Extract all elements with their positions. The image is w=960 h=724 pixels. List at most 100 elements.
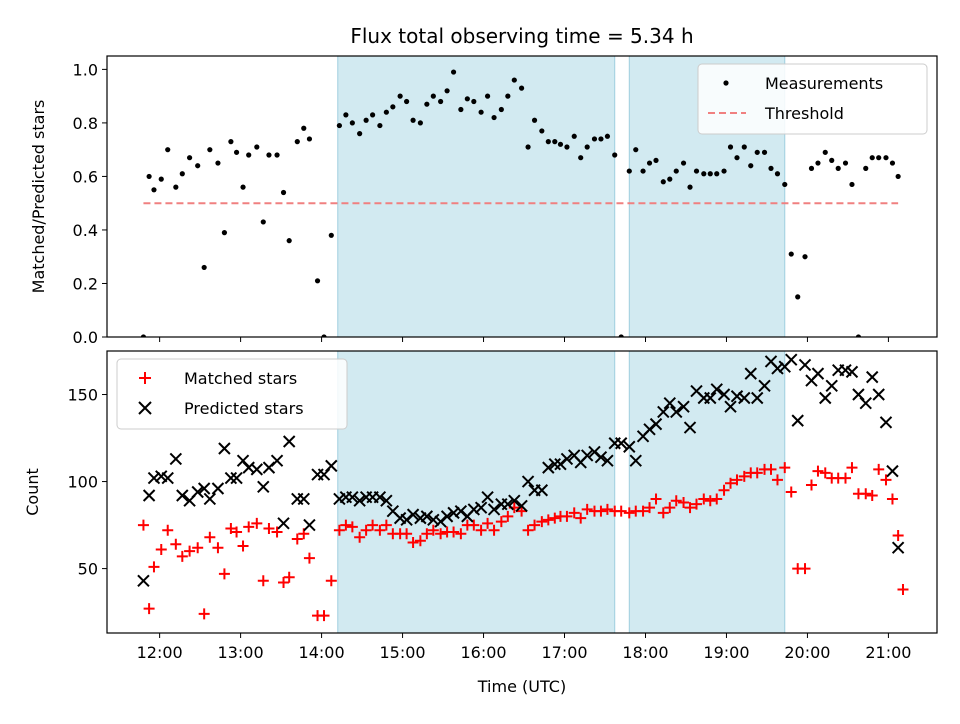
predicted-stars-point — [211, 482, 225, 495]
predicted-stars-point — [710, 383, 723, 396]
matched-stars-point — [225, 523, 237, 535]
matched-stars-point — [278, 577, 290, 589]
predicted-stars-point — [487, 503, 501, 516]
predicted-stars-point — [447, 506, 460, 520]
measurement-point — [552, 139, 558, 145]
measurement-point — [876, 155, 882, 161]
measurement-point — [165, 147, 171, 153]
matched-stars-point — [421, 528, 433, 540]
measurement-point — [140, 334, 147, 337]
matched-stars-point — [204, 531, 216, 543]
matched-stars-point — [886, 493, 898, 505]
measurement-point — [228, 139, 234, 145]
predicted-stars-point — [303, 518, 316, 532]
measurement-point — [266, 152, 272, 158]
matched-stars-point — [162, 524, 174, 536]
measurement-point — [855, 334, 862, 337]
predicted-stars-point — [601, 454, 614, 467]
matched-stars-point — [568, 507, 580, 519]
predicted-stars-point — [758, 379, 771, 393]
matched-stars-point — [601, 503, 613, 515]
predicted-stars-point — [224, 471, 238, 485]
predicted-stars-point — [270, 454, 284, 467]
matched-stars-point — [812, 465, 824, 477]
predicted-stars-point — [521, 475, 535, 488]
measurement-point — [889, 160, 896, 166]
legend-label: Matched stars — [184, 369, 297, 388]
measurement-point — [349, 120, 355, 126]
measurement-point — [158, 176, 164, 182]
matched-stars-point — [148, 561, 160, 573]
predicted-stars-point — [891, 541, 905, 554]
matched-stars-point — [283, 571, 295, 583]
measurement-point — [321, 334, 327, 337]
matched-stars-point — [475, 524, 487, 536]
measurement-point — [450, 69, 457, 75]
matched-stars-point — [137, 519, 149, 531]
predicted-stars-point — [845, 365, 859, 379]
predicted-stars-point — [724, 400, 737, 413]
measurement-point — [186, 155, 193, 161]
chart-title: Flux total observing time = 5.34 h — [350, 24, 693, 48]
measurement-point — [221, 230, 228, 236]
measurement-point — [748, 163, 754, 169]
measurement-point — [179, 171, 185, 177]
measurement-point — [390, 104, 396, 110]
measurement-point — [254, 144, 260, 150]
measurement-point — [849, 181, 855, 188]
x-tick-label: 13:00 — [218, 643, 264, 662]
measurement-point — [693, 168, 700, 174]
matched-stars-point — [765, 463, 777, 475]
predicted-stars-point — [203, 492, 217, 506]
matched-stars-point — [367, 519, 379, 531]
predicted-stars-point — [683, 421, 697, 434]
x-tick-label: 12:00 — [137, 643, 183, 662]
x-tick-label: 20:00 — [784, 643, 830, 662]
measurement-point — [363, 117, 369, 123]
measurement-point — [215, 160, 221, 166]
measurement-point — [404, 98, 410, 105]
matched-stars-point — [143, 603, 155, 615]
measurement-point — [246, 152, 252, 158]
measurement-point — [531, 117, 538, 123]
matched-stars-point — [448, 526, 460, 538]
measurement-point — [618, 334, 624, 337]
measurement-point — [584, 144, 590, 150]
predicted-stars-point — [798, 358, 812, 372]
predicted-stars-point — [297, 492, 310, 506]
matched-stars-point — [615, 505, 627, 517]
measurement-point — [822, 149, 828, 155]
measurement-point — [505, 93, 511, 99]
measurement-point — [680, 160, 687, 166]
measurement-point — [286, 238, 292, 244]
measurement-point — [842, 160, 849, 166]
predicted-stars-point — [317, 468, 331, 481]
measurement-point — [357, 131, 363, 137]
predicted-stars-point — [257, 480, 270, 493]
measurement-point — [721, 168, 727, 174]
measurement-point — [314, 278, 321, 284]
predicted-stars-point — [147, 471, 161, 485]
matched-stars-point — [380, 519, 392, 531]
matched-stars-point — [340, 519, 352, 531]
measurement-point — [863, 165, 869, 171]
matched-stars-point — [873, 463, 885, 475]
matched-stars-point — [346, 521, 358, 533]
matched-stars-point — [657, 507, 669, 519]
measurement-point — [280, 189, 287, 196]
matched-stars-point — [176, 550, 188, 562]
measurement-point — [424, 101, 430, 107]
measurement-point — [741, 144, 747, 150]
measurement-point — [612, 152, 618, 158]
measurement-point — [201, 264, 207, 271]
measurement-point — [274, 152, 280, 158]
x-tick-label: 19:00 — [703, 643, 749, 662]
matched-stars-point — [263, 523, 275, 535]
matched-stars-point — [155, 543, 167, 555]
predicted-stars-point — [474, 501, 488, 514]
matched-stars-point — [880, 474, 892, 486]
predicted-stars-point — [427, 513, 440, 527]
measurement-point — [518, 85, 525, 91]
matched-stars-point — [427, 524, 439, 536]
measurement-point — [815, 160, 821, 166]
